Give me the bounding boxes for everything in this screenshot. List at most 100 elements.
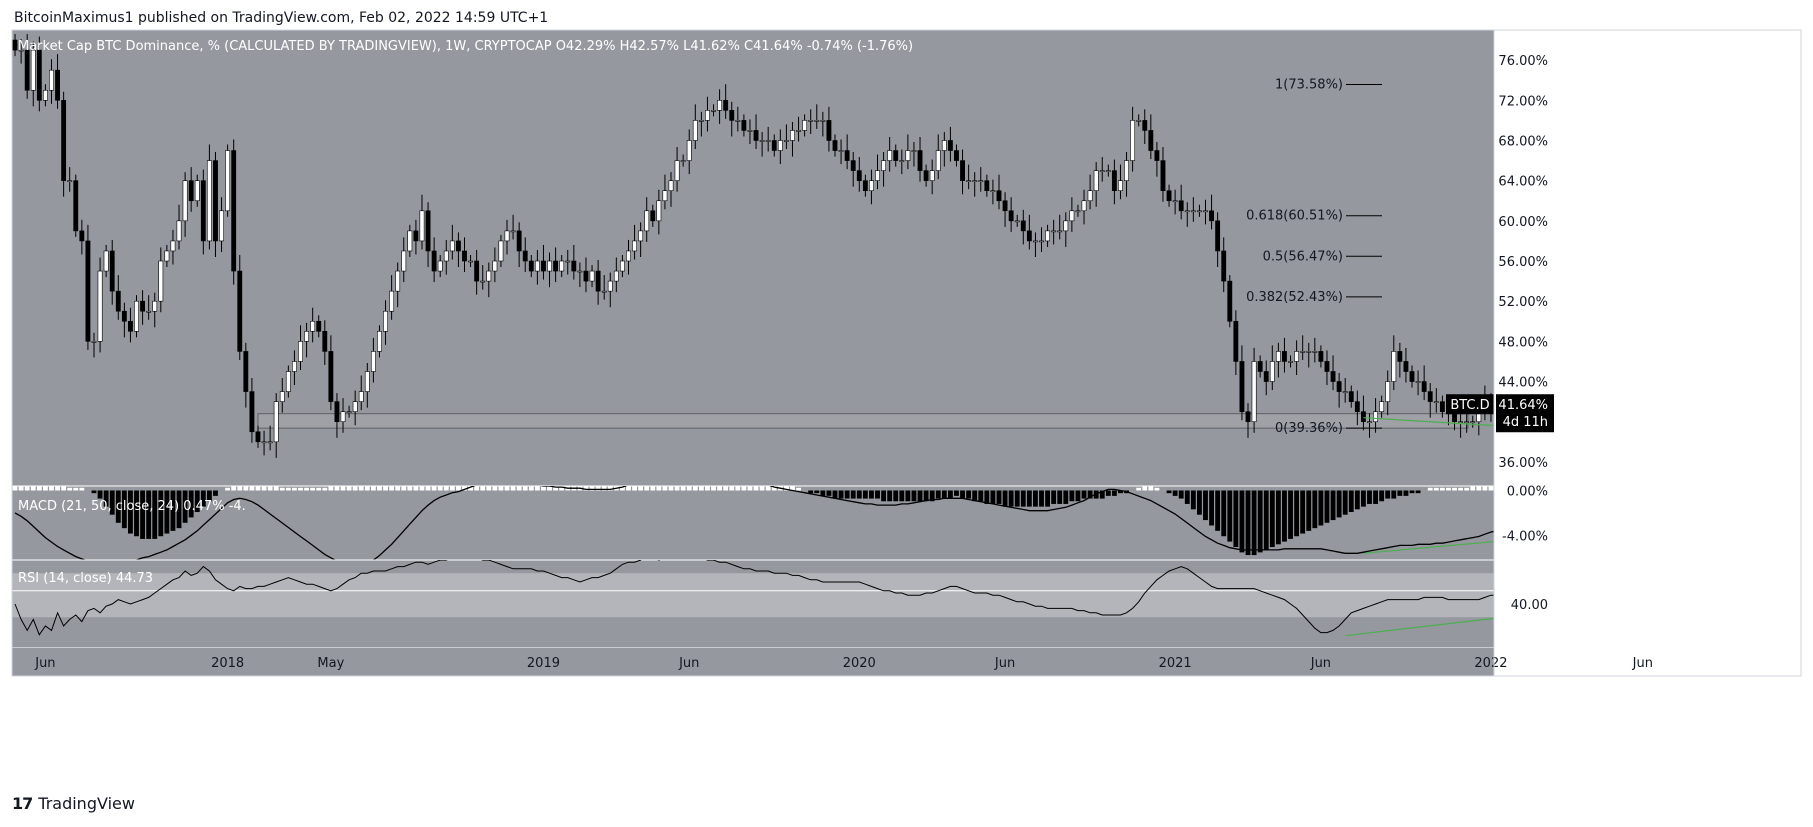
time-tick-label: Jun [678,656,699,671]
macd-hist-bar [644,486,650,491]
candle-body [759,140,765,142]
macd-hist-bar [741,486,747,491]
macd-hist-bar [480,486,486,491]
candle-body [1251,361,1257,423]
macd-hist-bar [188,490,194,518]
candle-body [364,371,370,392]
candle-body [1014,220,1020,223]
candle-body [1330,371,1336,382]
candle-body [996,190,1002,202]
macd-hist-bar [1136,487,1142,491]
macd-hist-bar [1300,490,1306,534]
macd-pane: MACD (21, 50, close, 24) 0.47% -4. [12,485,1564,560]
candle-body [729,110,735,121]
candle-body [1263,371,1269,382]
macd-hist-bar [553,486,559,491]
time-tick-label: 2019 [527,656,560,671]
candle-body [1391,351,1397,382]
candle-body [1433,401,1439,403]
macd-hist-bar [383,486,388,491]
macd-hist-bar [1403,490,1409,496]
macd-hist-bar [1330,490,1336,521]
candle-body [534,260,540,272]
candle-body [194,180,200,202]
time-tick-label: Jun [1310,656,1331,671]
candle-body [1324,361,1330,372]
macd-hist-bar [103,490,109,507]
macd-hist-bar [486,486,492,491]
macd-hist-bar [1354,490,1360,510]
candle-body [753,130,759,141]
macd-hist-bar [449,486,455,491]
macd-hist-bar [1148,486,1154,491]
candle-body [455,240,461,252]
candle-body [1348,391,1354,402]
macd-hist-bar [498,486,504,491]
macd-hist-bar [504,486,510,491]
candle-body [146,310,152,313]
candle-body [55,69,60,101]
macd-plot [12,486,1494,560]
macd-hist-bar [243,486,249,491]
chart-canvas[interactable]: 1(73.58%) 0.618(60.51%) 0.5(56.47%) 0.382(5… [0,0,1813,790]
candle-body [595,270,601,292]
candle-body [856,170,862,181]
macd-hist-bar [1415,490,1421,494]
macd-hist-bar [735,486,741,491]
candle-body [1257,361,1263,372]
macd-hist-bar [1014,490,1020,507]
candle-body [510,230,516,233]
macd-hist-bar [1099,490,1105,499]
macd-hist-bar [1002,490,1008,507]
tradingview-footer[interactable]: 17 TradingView [12,794,135,813]
price-pane: 1(73.58%) 0.618(60.51%) 0.5(56.47%) 0.382(5… [12,30,1498,486]
macd-hist-bar [583,486,589,491]
candle-body [541,260,546,272]
candle-body [36,49,42,101]
candle-body [1342,391,1348,393]
macd-hist-bar [1470,486,1476,491]
macd-hist-bar [947,490,953,499]
macd-hist-bar [316,487,322,491]
macd-hist-bar [225,487,231,491]
macd-hist-bar [692,486,698,491]
macd-hist-bar [255,486,261,491]
candle-body [1051,230,1057,233]
candle-body [923,170,929,181]
macd-hist-bar [826,490,832,496]
candle-body [1087,190,1093,202]
macd-hist-bar [686,486,692,491]
candle-body [249,391,255,433]
macd-hist-bar [1257,490,1263,553]
macd-hist-bar [1105,490,1111,496]
candle-body [128,320,133,332]
candle-body [1288,361,1293,363]
macd-hist-bar [1233,490,1239,547]
time-tick-label: 2018 [211,656,244,671]
macd-hist-bar [55,486,60,491]
macd-hist-bar [1439,487,1445,491]
macd-hist-bar [1008,490,1014,507]
candle-body [73,180,79,232]
macd-hist-bar [960,490,965,499]
macd-hist-bar [1203,490,1208,521]
macd-hist-bar [1446,487,1451,491]
candle-body [1111,170,1117,192]
macd-hist-bar [917,490,923,502]
candle-body [498,240,504,262]
macd-hist-bar [662,486,668,491]
candle-body [1300,351,1306,353]
candle-body [474,260,480,282]
candle-body [783,140,789,142]
footer-brand: TradingView [38,794,135,813]
macd-hist-bar [298,487,303,491]
candle-body [389,290,395,312]
macd-hist-bar [97,490,103,499]
candle-body [826,120,832,141]
candle-body [1215,220,1221,252]
macd-hist-bar [1057,490,1063,504]
macd-hist-bar [1391,490,1397,499]
macd-hist-bar [1051,490,1057,504]
candle-body [85,240,91,342]
time-axis-bg [12,648,1494,676]
